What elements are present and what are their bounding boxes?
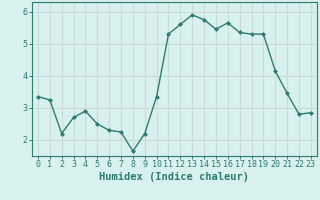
X-axis label: Humidex (Indice chaleur): Humidex (Indice chaleur) <box>100 172 249 182</box>
